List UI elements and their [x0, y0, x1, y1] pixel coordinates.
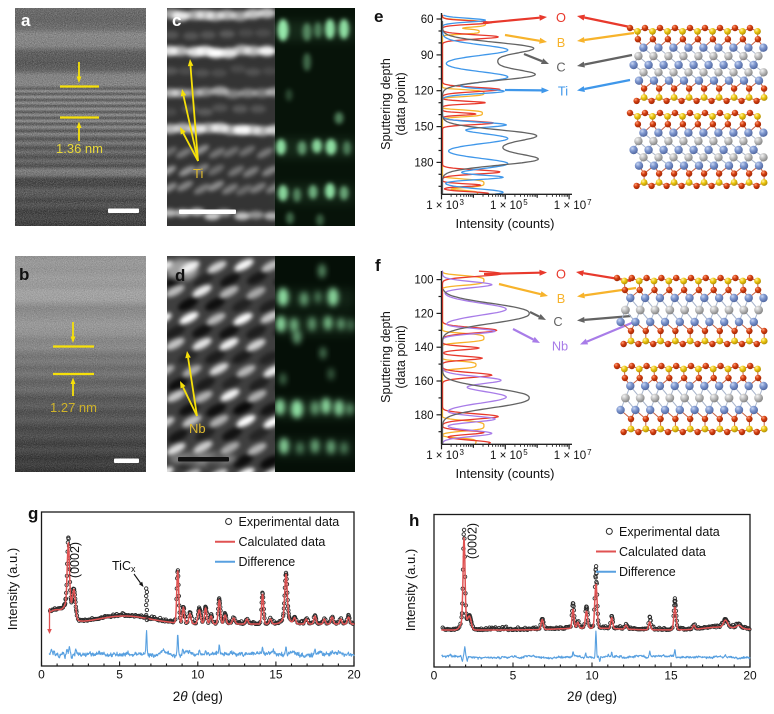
svg-text:C: C — [553, 314, 562, 329]
svg-text:100: 100 — [414, 275, 433, 287]
svg-text:2θ (deg): 2θ (deg) — [567, 689, 617, 704]
svg-text:Intensity (counts): Intensity (counts) — [456, 466, 555, 481]
svg-text:Intensity (a.u.): Intensity (a.u.) — [5, 548, 20, 630]
svg-text:120: 120 — [414, 86, 433, 98]
svg-text:c: c — [172, 11, 181, 30]
svg-text:Sputtering depth: Sputtering depth — [379, 58, 393, 150]
svg-text:g: g — [28, 504, 38, 523]
svg-text:1 × 10: 1 × 10 — [426, 450, 458, 462]
svg-text:Sputtering depth: Sputtering depth — [379, 311, 393, 403]
svg-text:20: 20 — [347, 668, 361, 682]
svg-text:(data point): (data point) — [394, 72, 408, 135]
svg-text:B: B — [557, 35, 566, 50]
svg-text:1 × 10: 1 × 10 — [490, 200, 522, 212]
svg-text:7: 7 — [587, 448, 592, 457]
svg-text:10: 10 — [191, 668, 205, 682]
svg-text:1 × 10: 1 × 10 — [554, 450, 586, 462]
svg-text:d: d — [175, 266, 185, 285]
svg-text:3: 3 — [460, 198, 465, 207]
svg-text:Ti: Ti — [193, 166, 203, 181]
svg-text:a: a — [21, 11, 31, 30]
svg-text:3: 3 — [460, 448, 465, 457]
svg-text:Difference: Difference — [239, 555, 296, 569]
svg-text:Calculated data: Calculated data — [239, 535, 326, 549]
svg-text:Calculated data: Calculated data — [619, 545, 706, 559]
svg-text:Nb: Nb — [552, 339, 568, 354]
svg-text:(0002): (0002) — [68, 542, 82, 578]
svg-text:15: 15 — [269, 668, 283, 682]
svg-text:Intensity (a.u.): Intensity (a.u.) — [403, 549, 418, 631]
svg-text:2θ (deg): 2θ (deg) — [173, 689, 223, 704]
svg-text:(0002): (0002) — [466, 523, 480, 559]
svg-text:Experimental data: Experimental data — [239, 515, 340, 529]
svg-text:b: b — [19, 265, 29, 284]
svg-text:160: 160 — [414, 376, 433, 388]
svg-text:O: O — [556, 10, 566, 25]
svg-text:180: 180 — [414, 157, 433, 169]
svg-text:1 × 10: 1 × 10 — [490, 450, 522, 462]
svg-text:B: B — [557, 291, 566, 306]
svg-text:C: C — [556, 60, 565, 75]
svg-text:1.27 nm: 1.27 nm — [50, 400, 97, 415]
svg-text:1.36 nm: 1.36 nm — [56, 141, 103, 156]
svg-text:0: 0 — [38, 668, 45, 682]
svg-text:Nb: Nb — [189, 421, 206, 436]
svg-text:Intensity (counts): Intensity (counts) — [456, 216, 555, 231]
svg-text:Experimental data: Experimental data — [619, 525, 720, 539]
svg-text:(data point): (data point) — [394, 325, 408, 388]
svg-text:120: 120 — [414, 308, 433, 320]
svg-text:60: 60 — [421, 14, 434, 26]
svg-text:7: 7 — [587, 198, 592, 207]
svg-text:e: e — [374, 7, 383, 26]
svg-text:f: f — [375, 256, 381, 275]
svg-text:180: 180 — [414, 410, 433, 422]
svg-text:10: 10 — [585, 669, 599, 683]
svg-text:90: 90 — [421, 50, 434, 62]
svg-text:15: 15 — [664, 669, 678, 683]
svg-text:0: 0 — [431, 669, 438, 683]
svg-text:5: 5 — [510, 669, 517, 683]
svg-text:5: 5 — [523, 198, 528, 207]
svg-text:Difference: Difference — [619, 565, 676, 579]
svg-text:5: 5 — [523, 448, 528, 457]
svg-text:150: 150 — [414, 122, 433, 134]
svg-text:O: O — [556, 267, 566, 282]
svg-text:20: 20 — [743, 669, 757, 683]
svg-text:1 × 10: 1 × 10 — [426, 200, 458, 212]
svg-text:Ti: Ti — [558, 84, 568, 99]
svg-text:TiCx: TiCx — [112, 559, 136, 574]
svg-text:5: 5 — [116, 668, 123, 682]
svg-text:h: h — [409, 511, 419, 530]
svg-text:1 × 10: 1 × 10 — [554, 200, 586, 212]
svg-text:140: 140 — [414, 342, 433, 354]
